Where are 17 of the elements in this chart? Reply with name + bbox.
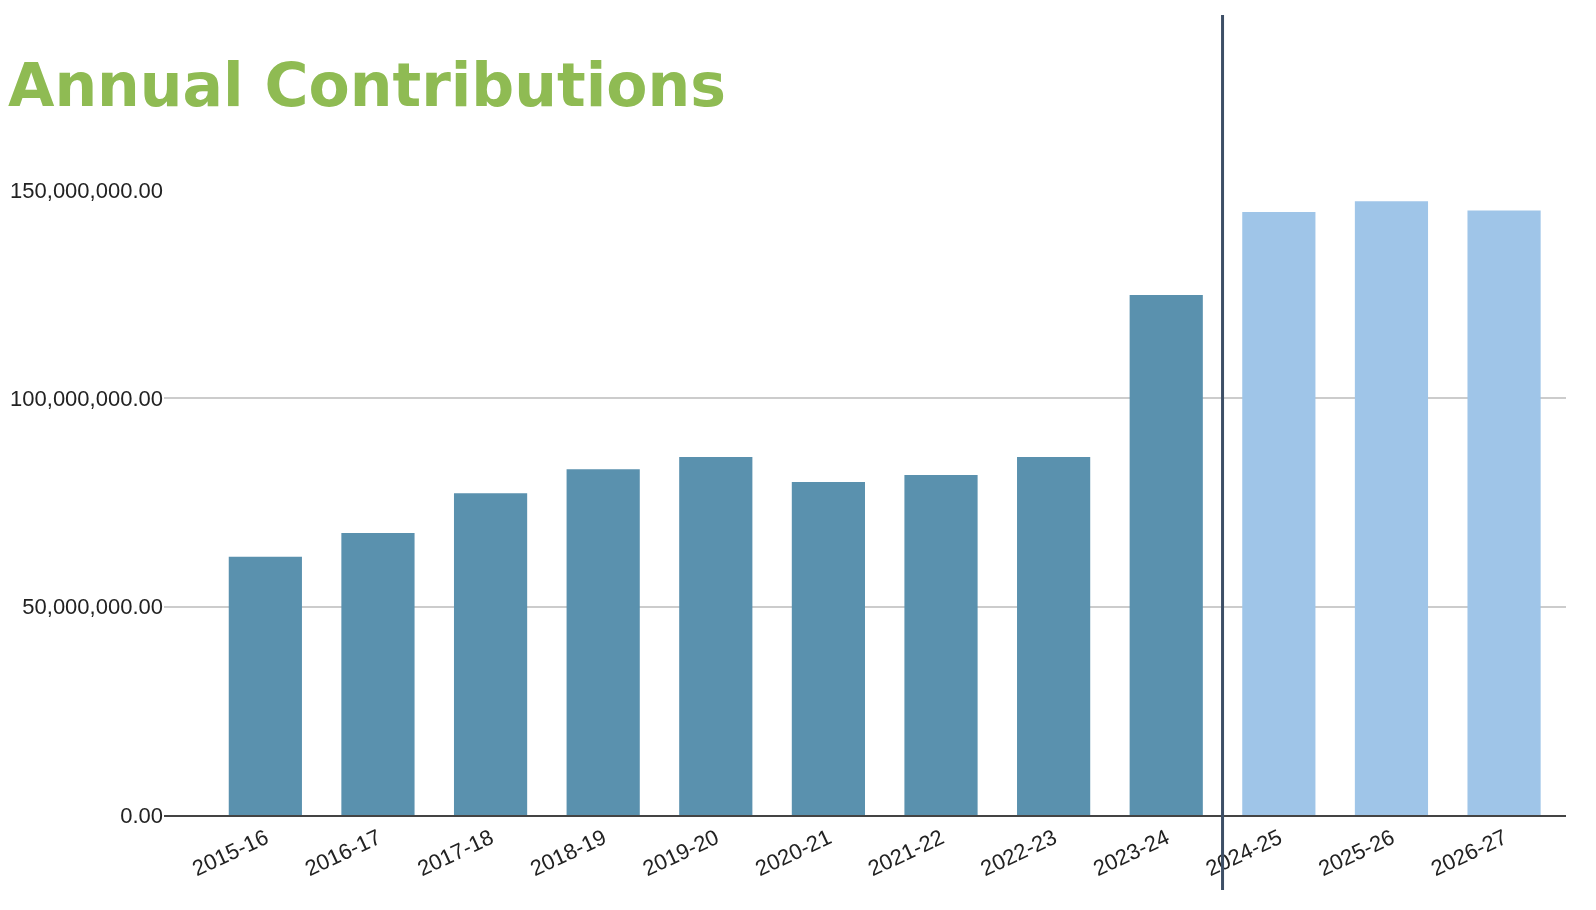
bar: [566, 469, 640, 815]
y-tick-label: 50,000,000.00: [22, 594, 163, 620]
bar: [1354, 201, 1429, 815]
bar: [1129, 295, 1203, 815]
bar: [679, 457, 753, 815]
bar: [1467, 210, 1541, 815]
bar: [341, 532, 415, 815]
bar: [1017, 457, 1091, 815]
y-tick-label: 0.00: [120, 802, 163, 828]
y-tick-label: 150,000,000.00: [10, 177, 163, 203]
bar: [904, 475, 978, 815]
bar: [228, 556, 302, 815]
bar: [791, 482, 865, 815]
y-tick-label: 100,000,000.00: [10, 386, 163, 412]
chart-title: Annual Contributions: [7, 49, 726, 120]
bar: [1242, 212, 1316, 815]
bar: [453, 493, 528, 815]
